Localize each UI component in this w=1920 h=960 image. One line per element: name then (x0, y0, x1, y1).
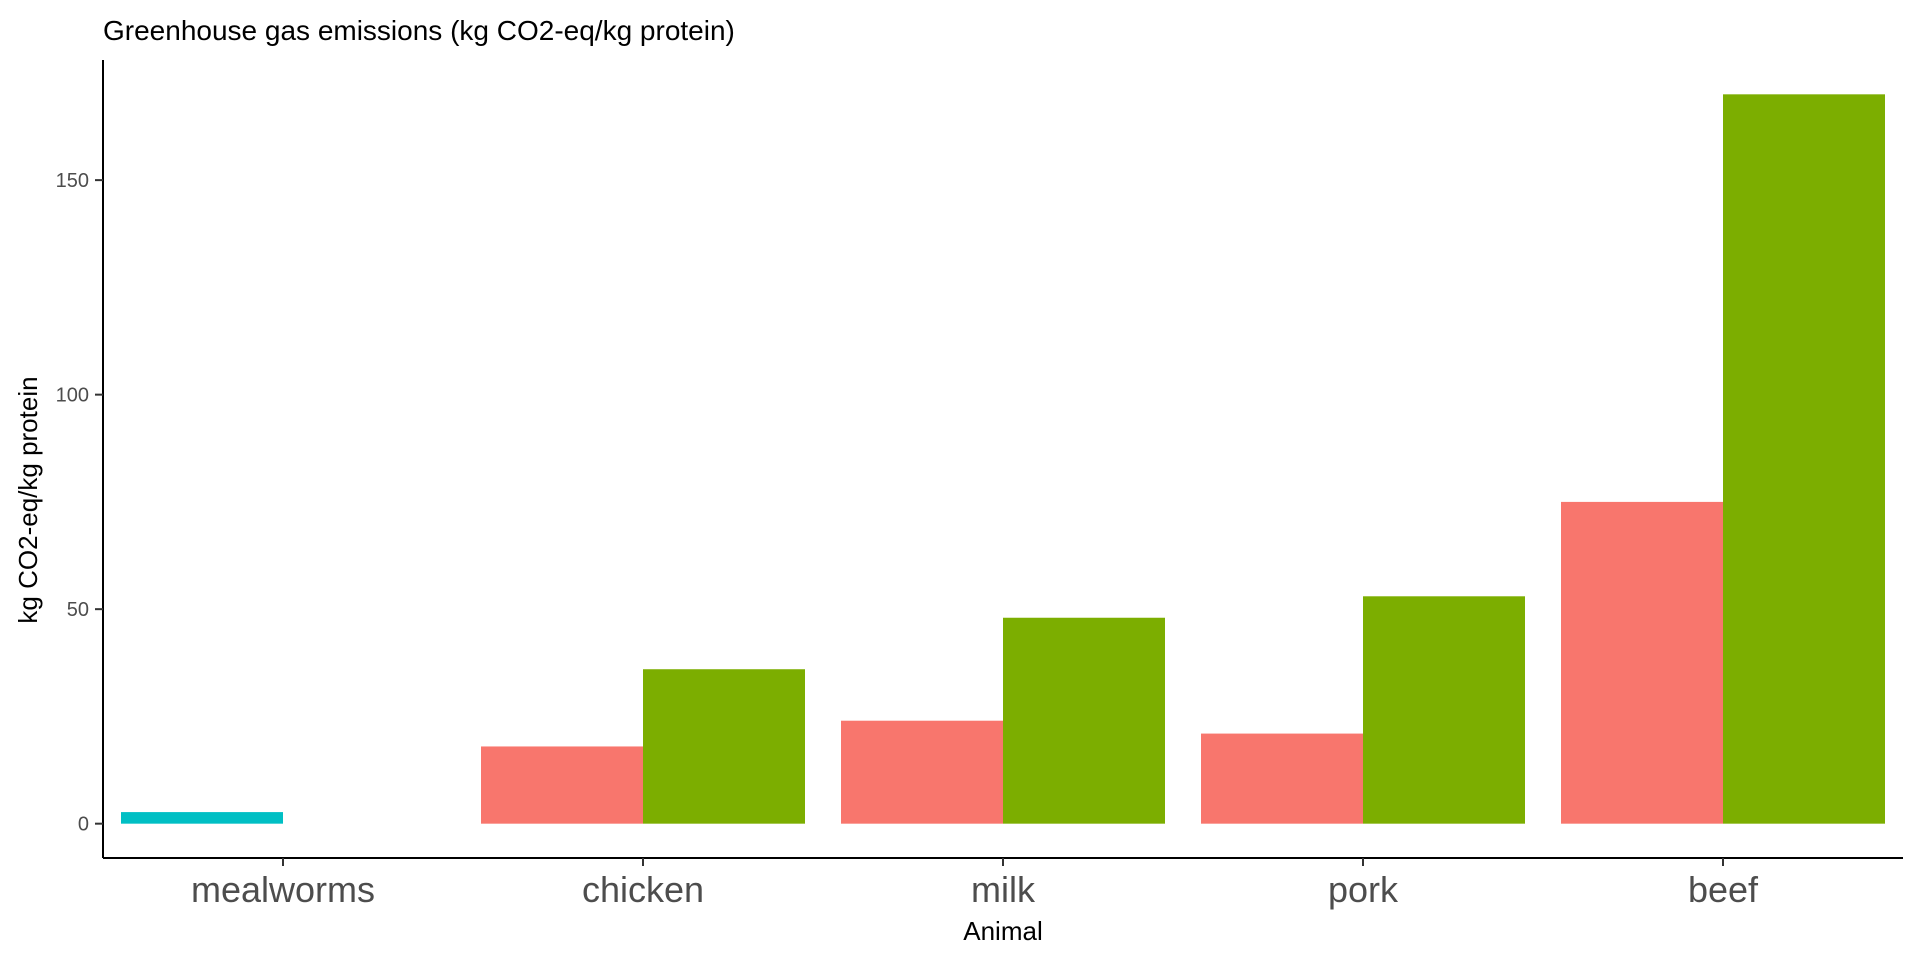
x-tick-label: chicken (582, 869, 704, 910)
y-tick-label: 100 (56, 385, 89, 407)
x-tick-label: milk (971, 869, 1036, 910)
bar-milk-1 (841, 720, 1003, 824)
chart-title: Greenhouse gas emissions (kg CO2-eq/kg p… (103, 15, 735, 46)
x-axis-ticks: mealworms chicken milk pork beef (191, 858, 1759, 910)
plot-area (121, 94, 1885, 824)
y-axis-ticks: 0 50 100 150 (56, 170, 103, 836)
x-tick-label: pork (1328, 869, 1399, 910)
x-axis-label: Animal (963, 916, 1042, 946)
bar-chicken-2 (643, 669, 805, 824)
y-tick-label: 0 (78, 814, 89, 836)
y-axis-label: kg CO2-eq/kg protein (13, 376, 43, 623)
y-tick-label: 150 (56, 170, 89, 192)
bar-beef-1 (1561, 501, 1723, 824)
x-tick-label: mealworms (191, 869, 375, 910)
bar-pork-1 (1201, 733, 1363, 824)
bar-mealworms-3 (121, 812, 283, 824)
bar-beef-2 (1723, 94, 1885, 824)
bar-milk-2 (1003, 617, 1165, 824)
y-tick-label: 50 (67, 599, 89, 621)
x-tick-label: beef (1688, 869, 1759, 910)
bar-pork-2 (1363, 596, 1525, 824)
bar-chicken-1 (481, 746, 643, 824)
